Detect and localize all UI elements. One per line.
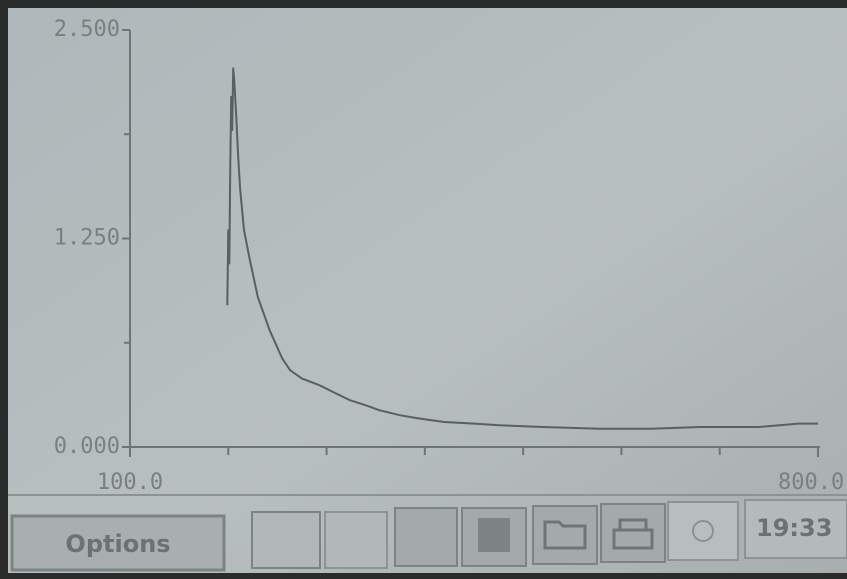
clock-box [744,499,847,559]
x-tick-label: 100.0 [97,470,163,495]
sun-icon [692,520,714,542]
x-tick-label: 800.0 [778,470,844,495]
spectrum-line [226,67,818,430]
open-button[interactable] [532,505,598,565]
options-button[interactable] [10,514,226,572]
lamp-button[interactable] [667,501,739,561]
y-tick-label: 1.250 [54,226,120,251]
y-tick-label: 0.000 [54,434,120,459]
tool-button[interactable] [394,507,458,567]
toolbar: Options 19:33 [10,499,847,572]
display [8,8,847,573]
floppy-icon [478,518,510,552]
clock-time: 19:33 [756,514,832,542]
y-tick-label: 2.500 [54,17,120,42]
tool-button[interactable] [251,511,321,569]
tool-button[interactable] [324,511,388,569]
print-button[interactable] [600,503,666,563]
options-label: Options [65,530,170,558]
printer-icon [612,518,654,550]
folder-icon [543,520,587,550]
